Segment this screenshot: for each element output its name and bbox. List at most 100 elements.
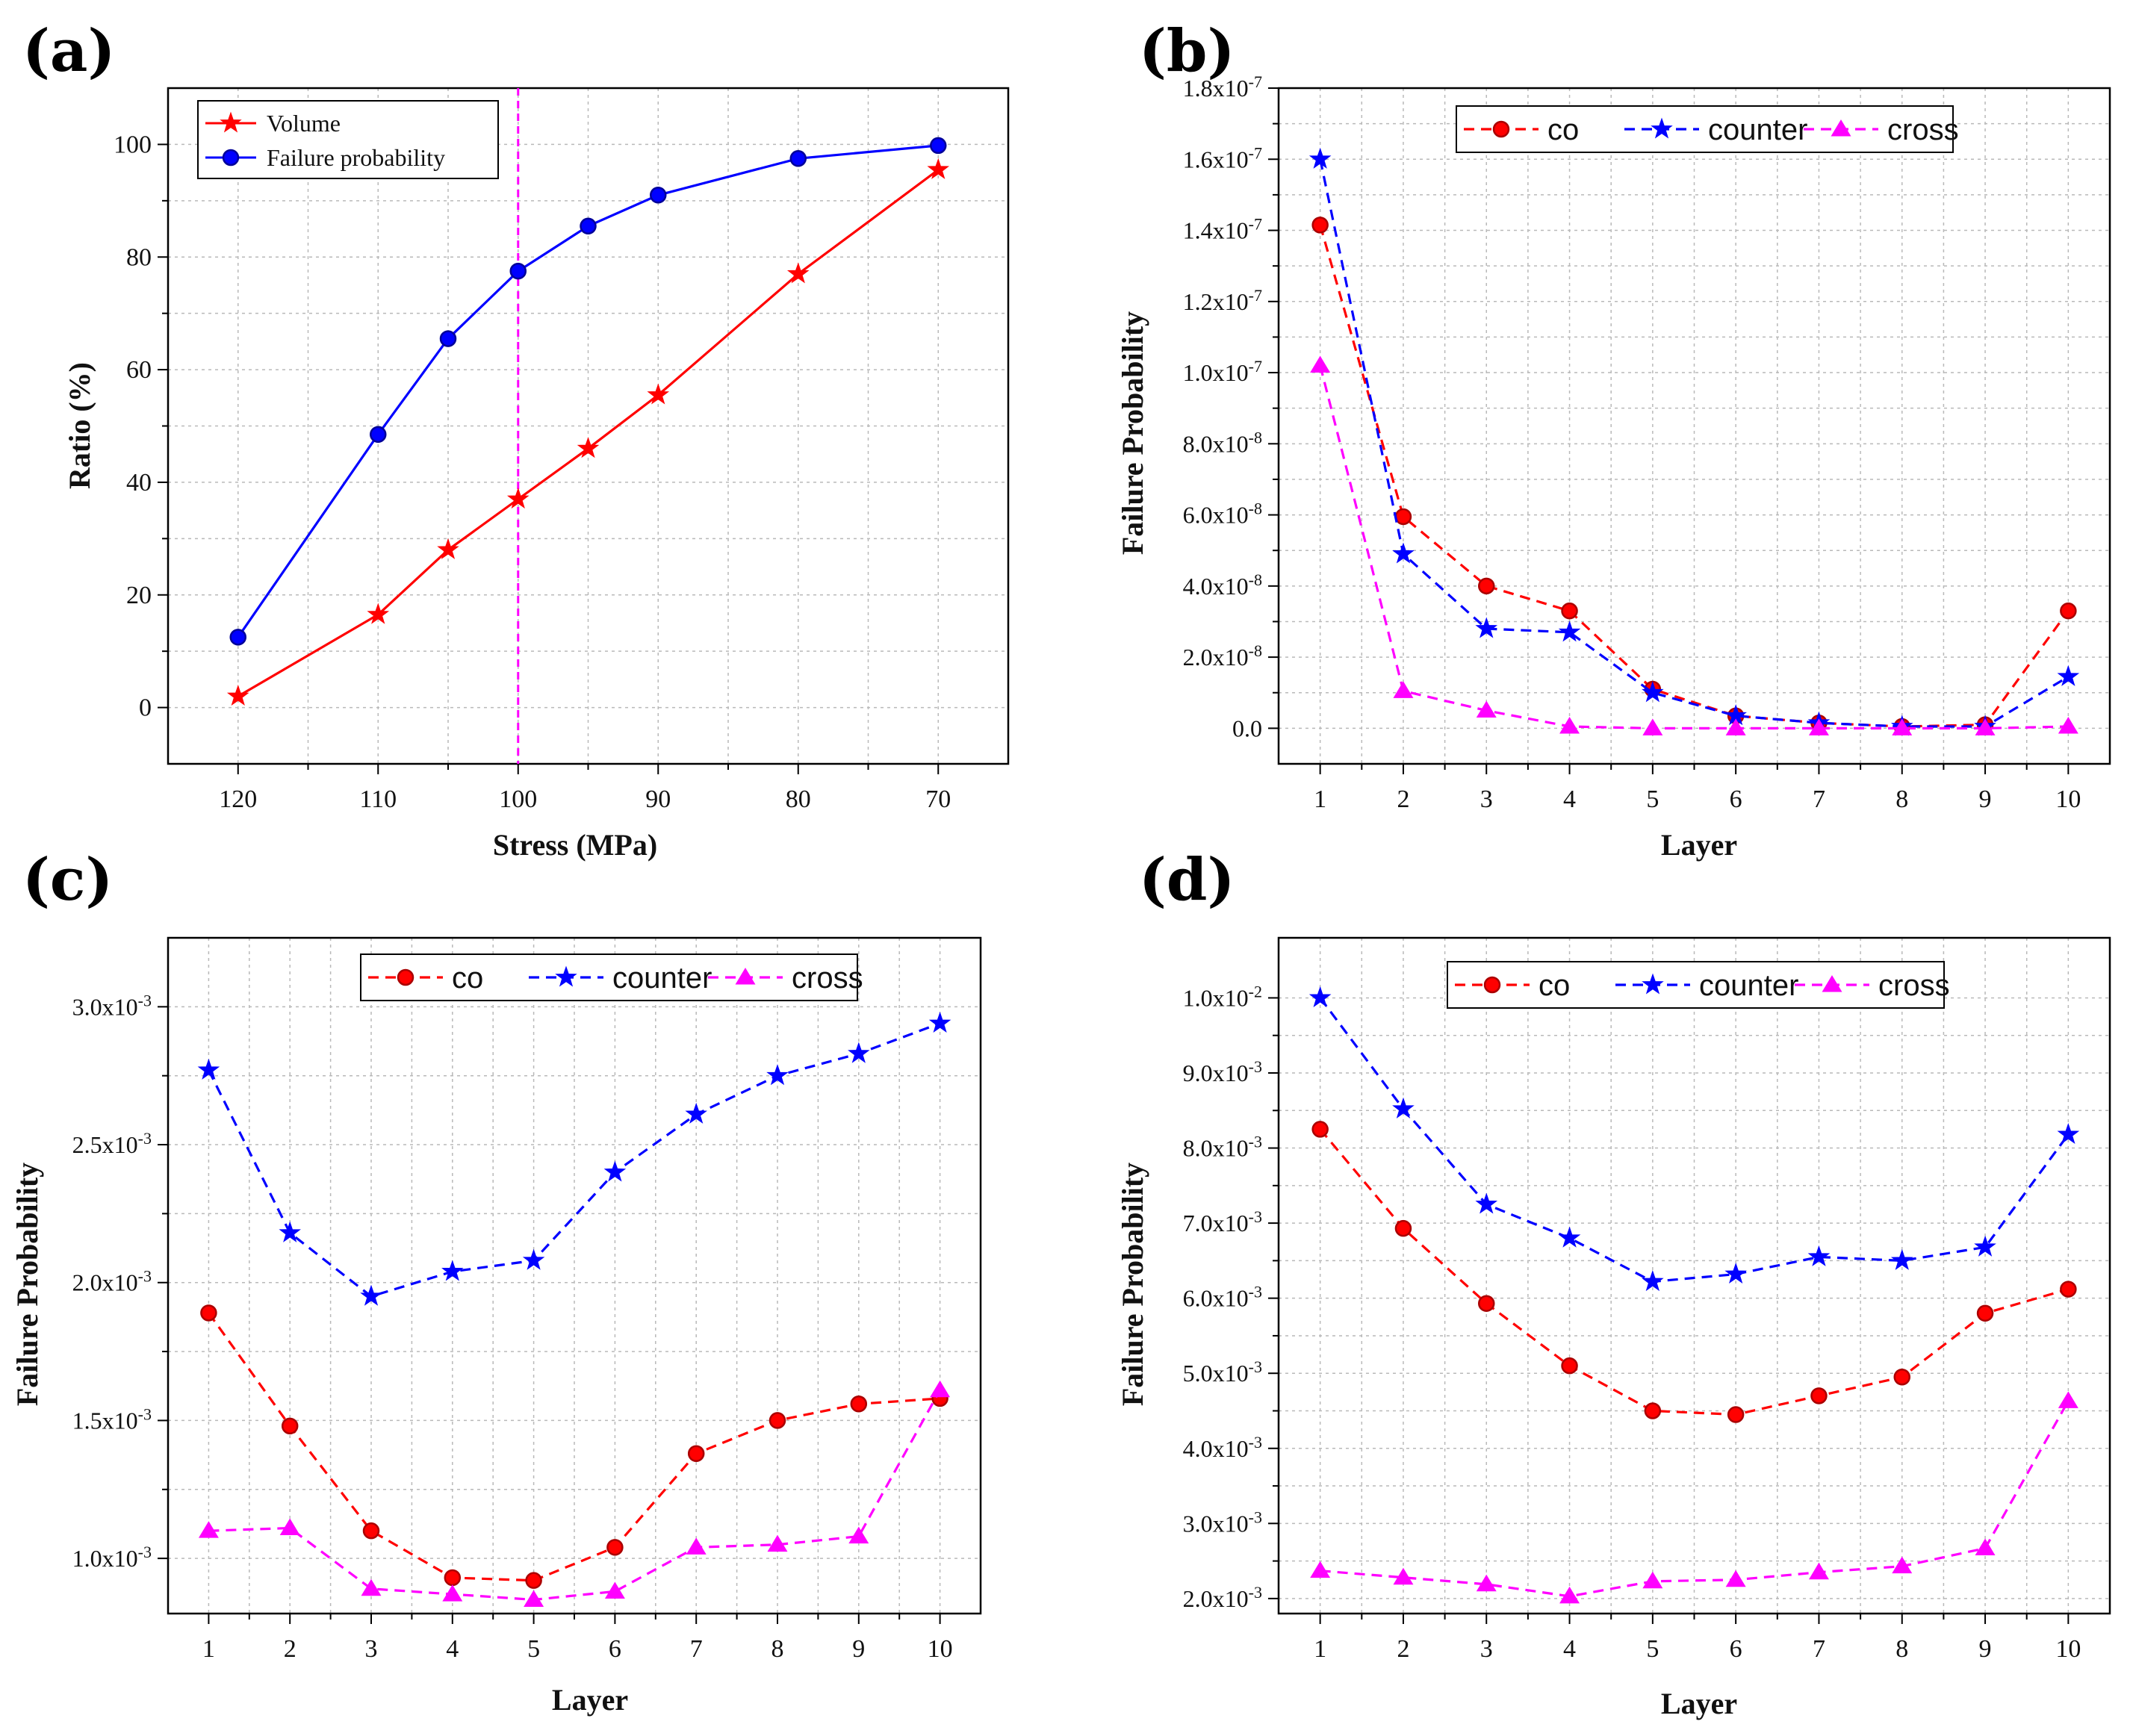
x-tick-label: 10 — [2055, 785, 2081, 813]
legend-box — [360, 953, 858, 1001]
data-point — [229, 629, 246, 646]
legend-box — [1447, 961, 1945, 1009]
data-point — [200, 1304, 217, 1322]
data-point — [361, 1578, 382, 1596]
x-tick-label: 10 — [2055, 1635, 2081, 1663]
data-point — [370, 426, 387, 444]
x-tick-label: 2 — [1397, 785, 1409, 813]
y-tick-label: 3.0x10-3 — [1183, 1508, 1262, 1537]
data-point — [848, 1042, 870, 1063]
legend-marker — [1831, 119, 1851, 137]
axis-ticks: 1 2 3 4 5 6 7 8 9 10 0.0 2.0x10-8 4.0x10-8 6.0x10-8 8.… — [1183, 72, 2081, 813]
x-tick-label: 70 — [925, 785, 951, 813]
x-tick-label: 110 — [359, 785, 397, 813]
data-point — [1642, 681, 1664, 703]
data-point — [1393, 681, 1414, 698]
y-tick-label: 1.0x10-7 — [1183, 357, 1262, 386]
y-tick-label: 40 — [126, 469, 152, 497]
chart-panel-4: (d) 1 2 3 4 5 6 7 8 9 10 2.0x10-3 3.0x10-3 4.0x10-3 5.… — [1116, 846, 2111, 1720]
y-tick-label: 3.0x10-3 — [72, 991, 152, 1020]
panel-label: (d) — [1139, 846, 1235, 914]
data-point — [606, 1539, 624, 1556]
series-line — [237, 144, 939, 638]
data-point — [1810, 1387, 1828, 1404]
data-point — [577, 437, 600, 458]
y-tick-label: 2.0x10-3 — [72, 1267, 152, 1296]
data-point — [1392, 1097, 1415, 1119]
data-point — [850, 1396, 868, 1413]
y-tick-label: 4.0x10-3 — [1183, 1433, 1262, 1462]
x-tick-label: 3 — [365, 1635, 378, 1663]
x-axis-title: Layer — [1661, 1687, 1737, 1720]
data-point — [1475, 617, 1498, 638]
x-tick-label: 4 — [1563, 1635, 1576, 1663]
y-tick-label: 8.0x10-8 — [1183, 428, 1262, 457]
y-tick-label: 6.0x10-8 — [1183, 500, 1262, 529]
y-tick-label: 80 — [126, 243, 152, 271]
x-tick-label: 2 — [1397, 1635, 1409, 1663]
data-point — [766, 1064, 789, 1086]
x-tick-label: 1 — [1314, 1635, 1326, 1663]
data-point — [1558, 620, 1581, 642]
x-tick-label: 6 — [1730, 785, 1742, 813]
data-point — [1892, 1556, 1913, 1574]
series-co — [1311, 217, 2077, 735]
series-line — [208, 1390, 941, 1602]
data-point — [444, 1569, 462, 1587]
x-axis-title: Stress (MPa) — [493, 828, 657, 862]
data-point — [1725, 1569, 1746, 1587]
axis-ticks: 120 110 100 90 80 70 0 20 40 60 80 100 — [114, 131, 951, 813]
data-point — [1393, 1567, 1414, 1585]
x-tick-label: 100 — [499, 785, 537, 813]
y-tick-label: 5.0x10-3 — [1183, 1357, 1262, 1387]
y-axis-title: Failure Probability — [1116, 311, 1149, 555]
series-failure-probability — [229, 137, 947, 646]
x-tick-label: 5 — [527, 1635, 540, 1663]
data-point — [1892, 718, 1913, 735]
data-point — [848, 1526, 869, 1544]
y-tick-label: 1.6x10-7 — [1183, 143, 1262, 172]
data-point — [928, 1011, 951, 1033]
data-point — [1478, 1295, 1495, 1312]
data-point — [367, 603, 390, 624]
series-line — [237, 169, 940, 697]
x-tick-label: 9 — [1979, 1635, 1992, 1663]
data-point — [362, 1522, 380, 1540]
y-axis-title: Failure Probability — [10, 1163, 44, 1406]
data-point — [442, 1584, 463, 1602]
legend-marker — [220, 111, 242, 133]
legend-marker — [222, 149, 240, 167]
data-point — [1559, 1586, 1580, 1604]
x-tick-label: 90 — [645, 785, 671, 813]
x-tick-label: 5 — [1646, 785, 1659, 813]
legend-label: cross — [1887, 113, 1959, 146]
y-tick-label: 2.0x10-8 — [1183, 641, 1262, 671]
x-tick-label: 1 — [202, 1635, 215, 1663]
data-point — [930, 1380, 951, 1398]
data-point — [1561, 602, 1578, 620]
data-point — [2058, 1391, 2078, 1408]
x-tick-label: 5 — [1646, 1635, 1659, 1663]
data-point — [1642, 718, 1663, 735]
data-point — [1311, 217, 1329, 234]
x-tick-label: 10 — [928, 1635, 953, 1663]
series-line — [1319, 1128, 2069, 1416]
data-point — [1558, 1226, 1581, 1248]
data-point — [2057, 665, 2080, 686]
series-line — [1319, 224, 2070, 728]
x-tick-label: 8 — [771, 1635, 784, 1663]
y-tick-label: 4.0x10-8 — [1183, 570, 1262, 600]
legend-marker — [397, 968, 415, 986]
x-tick-label: 2 — [284, 1635, 296, 1663]
data-point — [1308, 986, 1332, 1008]
series-cross — [1310, 355, 2078, 735]
x-tick-label: 9 — [852, 1635, 865, 1663]
data-point — [2058, 717, 2078, 734]
legend: Volume Failure probability — [197, 100, 499, 179]
axis-ticks: 1 2 3 4 5 6 7 8 9 10 2.0x10-3 3.0x10-3 4.0x10-3 5.0x1… — [1183, 982, 2081, 1663]
legend-label: co — [1547, 113, 1579, 146]
data-point — [509, 262, 527, 280]
legend: co counter cross — [1447, 961, 1950, 1009]
data-point — [524, 1590, 544, 1608]
data-point — [281, 1417, 299, 1435]
